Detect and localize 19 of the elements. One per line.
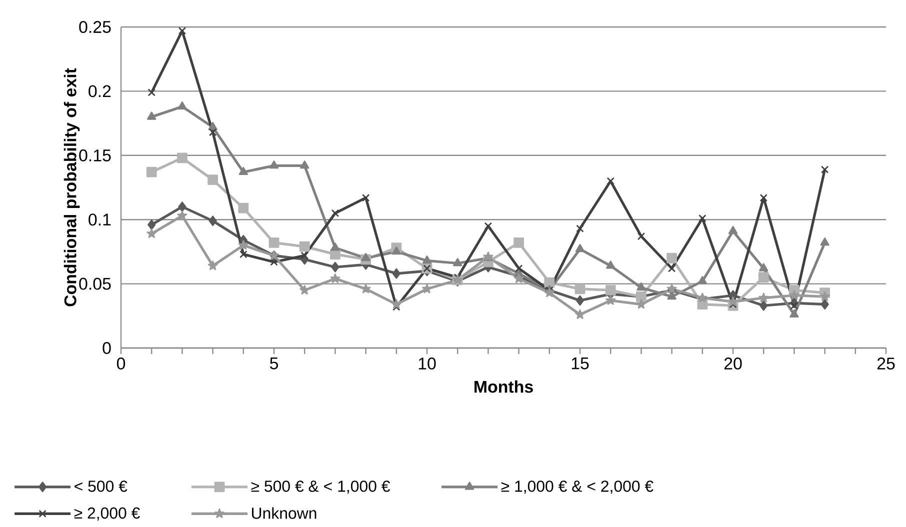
- x-tick-label: 15: [572, 358, 589, 370]
- y-tick-label: 0: [102, 342, 111, 354]
- y-axis-title: Conditional probability of exit: [64, 68, 80, 306]
- legend-label: ≥ 500 € & < 1,000 €: [251, 480, 390, 494]
- legend-label: ≥ 1,000 € & < 2,000 €: [501, 480, 654, 494]
- y-tick-label: 0.25: [79, 21, 111, 33]
- y-tick-label: 0.05: [79, 278, 111, 290]
- x-tick-label: 20: [724, 358, 742, 370]
- y-tick-label: 0.15: [79, 149, 111, 162]
- x-axis-title: Months: [474, 380, 533, 393]
- x-tick-label: 0: [116, 358, 126, 370]
- x-tick-label: 10: [418, 358, 436, 370]
- x-tick-label: 5: [270, 358, 278, 370]
- y-tick-label: 0.2: [88, 85, 111, 98]
- y-tick-label: 0.1: [88, 214, 111, 226]
- x-tick-label: 25: [877, 358, 895, 370]
- legend-label: Unknown: [252, 507, 316, 519]
- legend-label: ≥ 2,000 €: [74, 507, 140, 521]
- legend-label: < 500 €: [74, 480, 128, 492]
